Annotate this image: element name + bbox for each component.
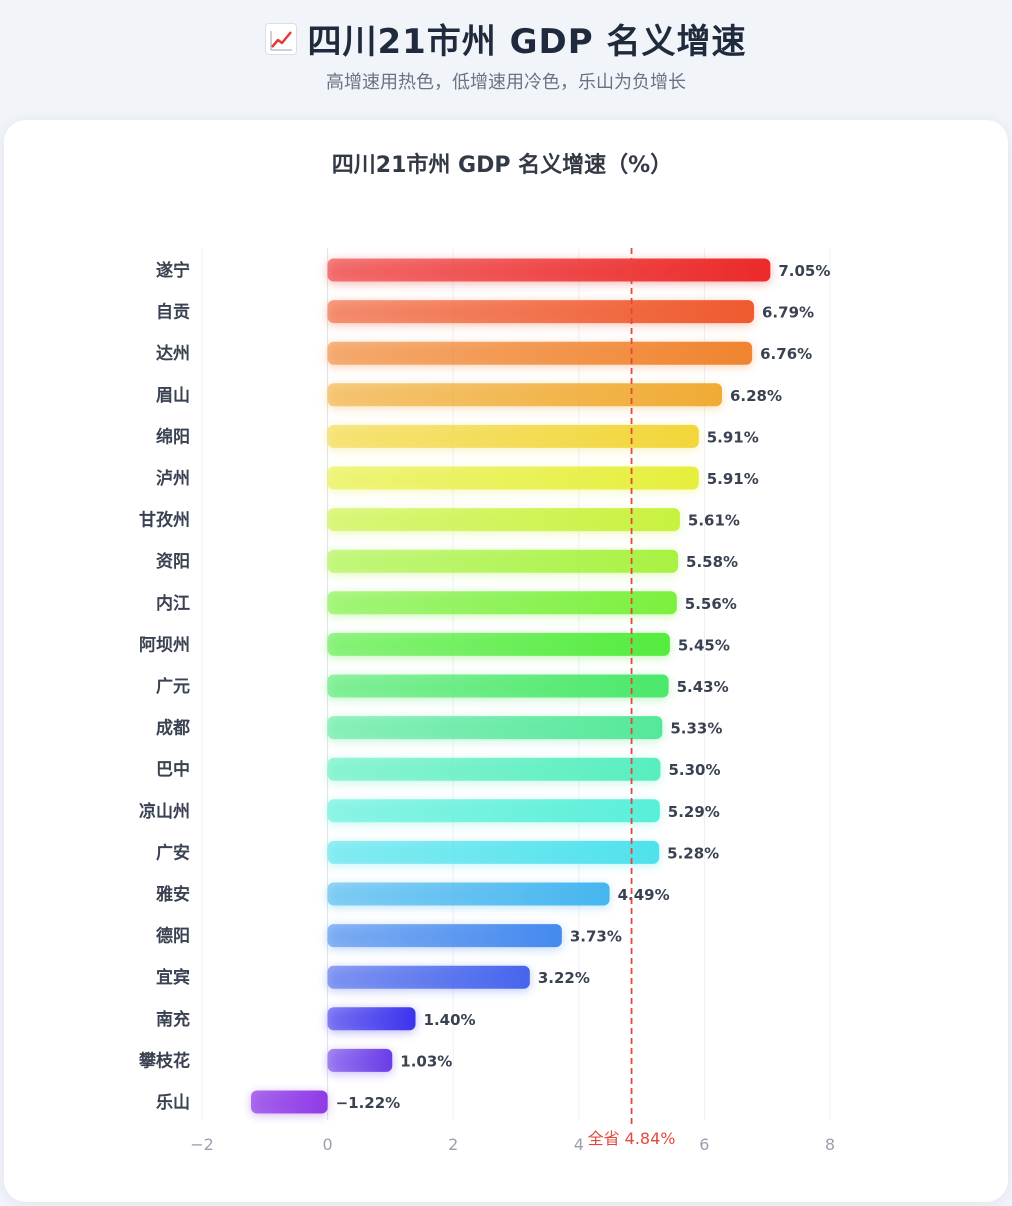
bar bbox=[327, 466, 699, 490]
category-label: 雅安 bbox=[155, 884, 190, 905]
page-title-text: 四川21市州 GDP 名义增速 bbox=[307, 22, 747, 62]
category-label: 南充 bbox=[156, 1009, 190, 1030]
bar bbox=[327, 424, 699, 448]
category-label: 广元 bbox=[156, 676, 190, 697]
category-label: 绵阳 bbox=[156, 426, 190, 447]
bar bbox=[327, 383, 722, 407]
page-subtitle: 高增速用热色，低增速用冷色，乐山为负增长 bbox=[326, 72, 686, 93]
value-label: 7.05% bbox=[778, 262, 830, 280]
x-tick-label: −2 bbox=[190, 1135, 214, 1154]
chart-card: 四川21市州 GDP 名义增速（%） 遂宁 7.05% 自贡 6.79% 达州 6.76%… bbox=[4, 120, 1008, 1202]
x-tick-label: 0 bbox=[323, 1135, 333, 1154]
bar bbox=[327, 840, 660, 864]
bar bbox=[327, 924, 562, 948]
category-label: 宜宾 bbox=[156, 967, 190, 988]
value-label: 5.91% bbox=[707, 428, 759, 446]
x-tick-label: 4 bbox=[574, 1135, 584, 1154]
value-label: 5.45% bbox=[678, 636, 730, 654]
x-tick-label: 6 bbox=[699, 1135, 709, 1154]
value-label: 1.40% bbox=[424, 1011, 476, 1029]
bar bbox=[327, 549, 679, 573]
bar bbox=[327, 882, 610, 906]
category-label: 成都 bbox=[156, 718, 190, 739]
value-label: 1.03% bbox=[400, 1052, 452, 1070]
bar bbox=[327, 799, 660, 823]
value-label: 5.28% bbox=[667, 844, 719, 862]
bar bbox=[327, 632, 670, 656]
category-label: 眉山 bbox=[156, 386, 190, 406]
category-label: 达州 bbox=[156, 343, 190, 364]
chart-increasing-icon bbox=[265, 22, 298, 55]
category-label: 攀枝花 bbox=[138, 1050, 190, 1071]
value-label: 5.30% bbox=[668, 761, 720, 779]
x-tick-label: 8 bbox=[825, 1135, 835, 1154]
bar-chart: 四川21市州 GDP 名义增速（%） 遂宁 7.05% 自贡 6.79% 达州 6.76%… bbox=[138, 152, 835, 1154]
value-label: 4.49% bbox=[618, 886, 670, 904]
reference-line-label: 全省 4.84% bbox=[588, 1129, 676, 1148]
bar bbox=[327, 300, 755, 324]
category-label: 泸州 bbox=[156, 469, 190, 489]
category-label: 自贡 bbox=[156, 302, 190, 323]
chart-title: 四川21市州 GDP 名义增速（%） bbox=[332, 152, 672, 178]
bar bbox=[327, 1007, 416, 1031]
value-label: 5.61% bbox=[688, 512, 740, 530]
bar bbox=[327, 716, 663, 740]
value-label: 6.76% bbox=[760, 345, 812, 363]
category-label: 德阳 bbox=[156, 926, 190, 947]
page-title: 四川21市州 GDP 名义增速 bbox=[0, 14, 1012, 63]
bar bbox=[327, 674, 669, 698]
value-label: 3.73% bbox=[570, 928, 622, 946]
category-label: 遂宁 bbox=[156, 260, 190, 281]
page-header: 四川21市州 GDP 名义增速 高增速用热色，低增速用冷色，乐山为负增长 bbox=[0, 0, 1012, 120]
category-label: 阿坝州 bbox=[139, 635, 190, 655]
category-label: 巴中 bbox=[156, 759, 190, 780]
bar bbox=[250, 1090, 328, 1114]
bar bbox=[327, 258, 771, 282]
value-label: −1.22% bbox=[336, 1094, 401, 1112]
value-label: 5.56% bbox=[685, 595, 737, 613]
value-label: 5.58% bbox=[686, 553, 738, 571]
bar bbox=[327, 1048, 393, 1072]
bar bbox=[327, 965, 530, 989]
bar bbox=[327, 341, 753, 365]
category-label: 广安 bbox=[156, 842, 190, 863]
bar bbox=[327, 508, 680, 532]
category-label: 甘孜州 bbox=[139, 510, 190, 531]
category-label: 内江 bbox=[156, 593, 190, 614]
value-label: 3.22% bbox=[538, 969, 590, 987]
value-label: 6.79% bbox=[762, 304, 814, 322]
bar bbox=[327, 591, 677, 615]
category-label: 资阳 bbox=[156, 551, 190, 572]
value-label: 5.91% bbox=[707, 470, 759, 488]
value-label: 6.28% bbox=[730, 387, 782, 405]
x-tick-label: 2 bbox=[448, 1135, 458, 1154]
category-label: 凉山州 bbox=[139, 801, 190, 822]
category-label: 乐山 bbox=[156, 1093, 190, 1113]
value-label: 5.33% bbox=[670, 720, 722, 738]
value-label: 5.43% bbox=[677, 678, 729, 696]
value-label: 5.29% bbox=[668, 803, 720, 821]
bar bbox=[327, 757, 661, 781]
